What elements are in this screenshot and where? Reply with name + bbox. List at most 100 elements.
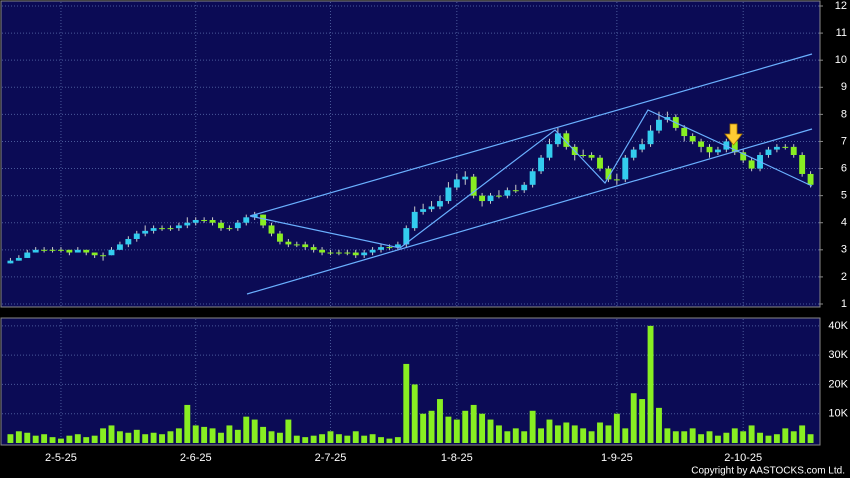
candle-body [647,130,654,145]
volume-bar [689,428,696,443]
volume-bar [327,431,334,443]
volume-bar [554,425,561,443]
candles [7,111,814,264]
volume-bar [479,413,486,443]
candle-body [622,157,629,180]
y-tick-label: 10 [835,54,847,66]
candle-body [41,249,48,251]
candle-body [260,214,267,226]
candle-body [529,171,536,185]
volume-bar [445,416,452,443]
x-tick-label: 1-9-25 [601,452,633,464]
volume-bar [285,419,292,443]
candle-body [293,244,300,246]
arrow-marker [724,123,743,146]
volume-bar [218,432,224,443]
volume-bar [403,363,410,443]
y-tick-label: 7 [841,135,847,147]
volume-bar [748,425,755,443]
volume-bar [226,425,233,443]
volume-bar [672,431,679,443]
candle-body [521,184,528,191]
y-tick-label: 11 [836,27,847,39]
y-tick-label: 8 [841,108,847,120]
candle-body [613,179,620,181]
volume-bar [470,404,477,443]
candle-body [706,146,713,153]
candle-body [150,228,157,231]
volume-bar [630,393,637,443]
volume-bar [49,437,56,443]
volume-bar [420,413,427,443]
candle-body [327,252,334,254]
candle-body [782,146,789,148]
candle-body [605,168,612,180]
candle-body [234,222,241,229]
candle-body [765,149,772,155]
volume-bar [529,410,536,443]
volume-bar [571,425,578,443]
candle-body [361,252,368,256]
candle-body [445,187,452,202]
y-tick-label: 9 [841,81,847,93]
y-tick-label: 4 [841,217,847,229]
volume-bar [597,422,603,443]
candle-body [218,222,224,229]
candle-body [310,247,317,250]
candle-body [689,136,696,142]
volume-bar [664,428,671,443]
candle-body [386,247,393,249]
candle-body [175,225,182,229]
candle-body [807,173,814,185]
volume-bar [234,429,241,443]
candle-body [24,252,31,258]
volume-bar [352,431,359,443]
candle-body [83,249,90,253]
volume-bar [605,425,612,443]
candle-body [74,249,81,253]
volume-bar [428,410,435,443]
volume-bar [512,428,519,443]
volume-tick-label: 30K [828,349,848,361]
price-panel [0,0,821,308]
volume-bar [74,434,81,443]
volume-bar [656,407,662,443]
volume-bar [731,428,738,443]
volume-tick-label: 40K [828,320,848,332]
volume-bar [361,435,368,443]
volume-bar [133,429,140,443]
volume-bar [293,435,300,443]
volume-bar [125,432,132,443]
candle-body [428,206,435,210]
candle-body [470,176,477,196]
candle-body [167,228,174,230]
candle-body [184,222,191,226]
credit: Copyright by AASTOCKS.com Ltd. [691,466,845,477]
grid [2,2,819,444]
volume-bar [268,431,275,443]
candle-body [462,176,469,180]
volume-bar [58,438,64,443]
volume-bar [622,428,629,443]
candle-body [790,146,797,155]
candle-body [597,157,603,169]
volume-bar [647,325,654,443]
x-tick-label: 2-7-25 [315,452,347,464]
volume-bar [538,428,544,443]
candle-body [630,149,637,158]
candle-body [192,220,199,223]
zigzag [249,109,813,249]
candle-body [108,249,115,256]
volume-bar [495,425,502,443]
candle-body [268,225,275,234]
candle-body [277,233,283,242]
candle-body [369,249,376,253]
volume-bar [260,426,267,443]
volume-bar [462,410,469,443]
x-tick-label: 1-8-25 [441,452,473,464]
volume-bar [546,419,553,443]
volume-bar [32,435,39,443]
volume-bar [740,431,747,443]
volume-tick-label: 10K [828,408,848,420]
